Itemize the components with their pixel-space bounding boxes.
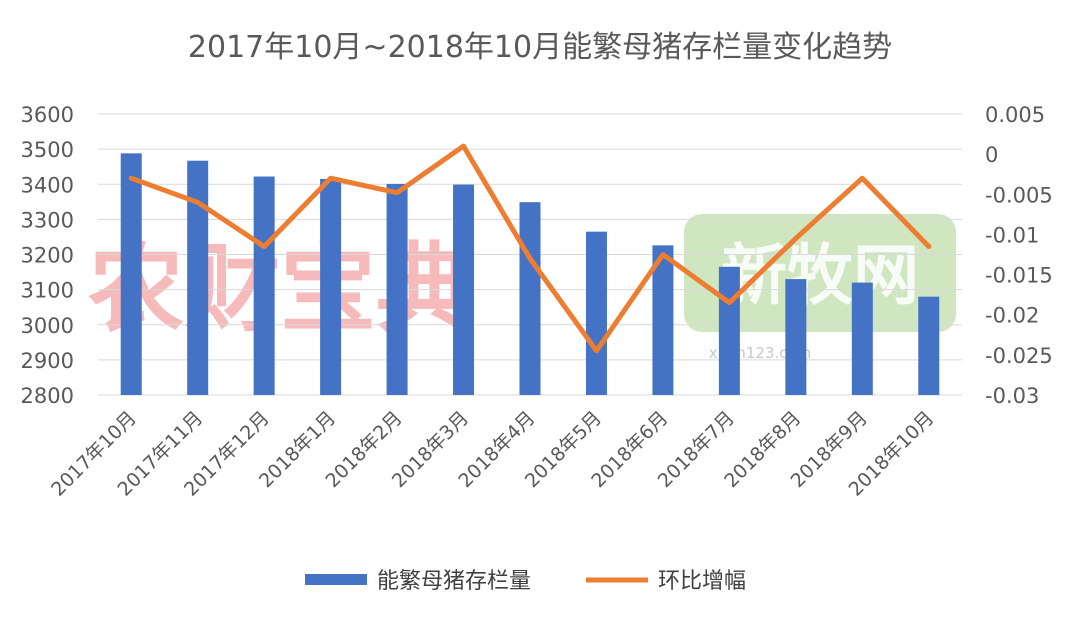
bar (652, 245, 674, 395)
bar (386, 183, 408, 395)
legend-swatch-bar (305, 574, 367, 585)
y-left-tick-label: 2900 (21, 349, 74, 373)
y-right-tick-label: -0.025 (985, 344, 1053, 368)
y-right-tick-label: 0.005 (985, 103, 1045, 127)
y-right-tick-label: -0.005 (985, 183, 1053, 207)
y-left-tick-label: 3200 (21, 244, 74, 268)
bar (918, 296, 940, 395)
watermark-right: 新牧网 (721, 237, 919, 314)
y-left-tick-label: 3000 (21, 314, 74, 338)
line-series (128, 143, 932, 354)
legend-label-bar: 能繁母猪存栏量 (377, 569, 531, 594)
bar (785, 279, 807, 395)
bar (187, 160, 209, 395)
bar (120, 153, 142, 395)
legend: 能繁母猪存栏量 环比增幅 (305, 569, 746, 594)
bar (253, 176, 275, 395)
chart-title: 2017年10月~2018年10月能繁母猪存栏量变化趋势 (188, 30, 892, 65)
y-left-tick-label: 3600 (21, 103, 74, 127)
bar (519, 202, 541, 395)
bar (718, 266, 740, 395)
watermark-left: 农财宝典 (88, 233, 472, 345)
y-left-tick-label: 3100 (21, 279, 74, 303)
bar (453, 184, 475, 395)
y-left-tick-label: 3500 (21, 138, 74, 162)
y-left-tick-label: 3300 (21, 208, 74, 232)
bar (851, 282, 873, 395)
legend-label-line: 环比增幅 (658, 569, 746, 594)
y-right-tick-label: -0.015 (985, 264, 1053, 288)
y-right-tick-label: -0.01 (985, 223, 1039, 247)
y-right-tick-label: -0.03 (985, 384, 1039, 408)
watermark-right-badge (684, 214, 956, 332)
y-left-tick-label: 3400 (21, 173, 74, 197)
bar (320, 178, 342, 395)
y-left-tick-label: 2800 (21, 384, 74, 408)
bar (585, 231, 607, 395)
y-right-tick-label: 0 (985, 143, 998, 167)
y-right-tick-label: -0.02 (985, 304, 1039, 328)
